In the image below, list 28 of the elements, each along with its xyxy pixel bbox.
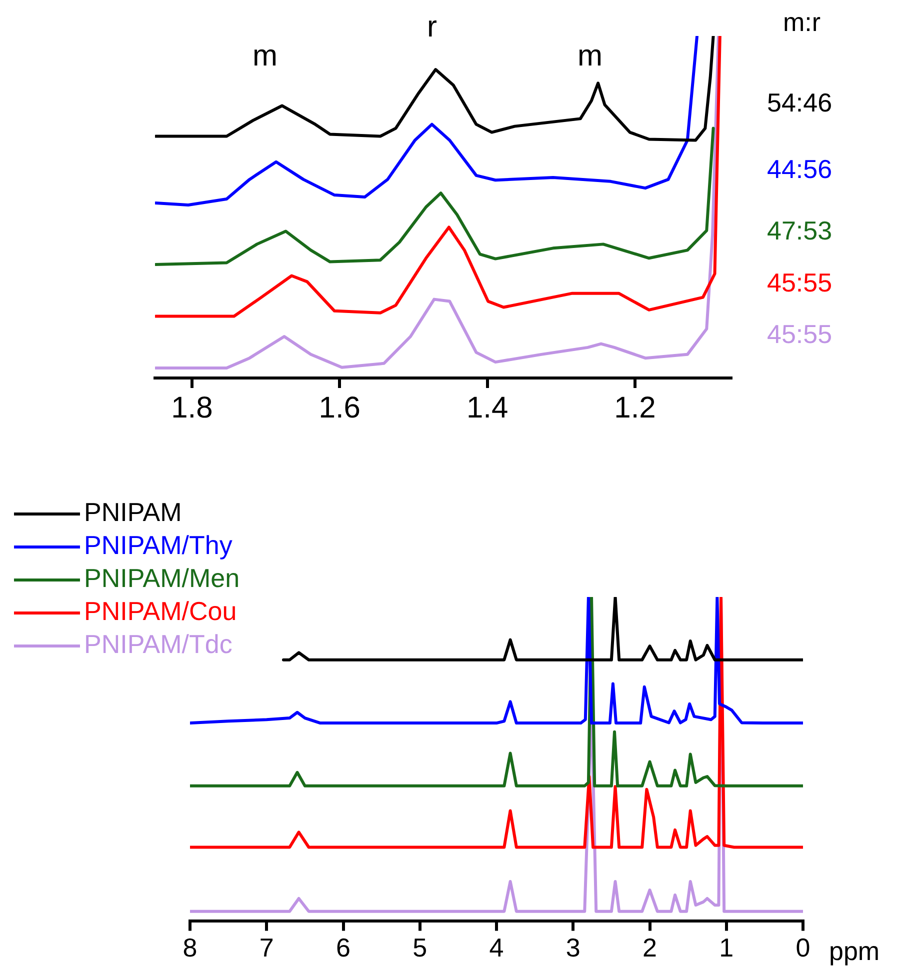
x-tick-label: 1.4 (466, 391, 508, 424)
x-tick-label: 5 (412, 932, 428, 963)
text: 47:53 (767, 216, 832, 246)
x-tick-label: 8 (182, 932, 198, 963)
legend-label: PNIPAM/Men (84, 563, 240, 594)
legend-label: PNIPAM (84, 497, 182, 528)
x-tick-label: 1.2 (614, 391, 656, 424)
legend-label: PNIPAM/Cou (84, 596, 237, 626)
x-tick-label: 4 (489, 932, 504, 963)
legend-label: PNIPAM/Tdc (84, 629, 232, 660)
legend-label: PNIPAM/Thy (84, 530, 232, 560)
x-axis-title: ppm (829, 936, 880, 966)
text: 44:56 (767, 154, 832, 184)
x-tick-label: 1.8 (171, 391, 213, 424)
annotation: m (252, 39, 278, 72)
legend-title: m:r (783, 7, 821, 38)
x-tick-label: 0 (796, 932, 810, 963)
annotation: r (427, 10, 437, 44)
text: 45:55 (767, 267, 832, 298)
text: 45:55 (767, 319, 832, 350)
x-tick-label: 6 (336, 932, 350, 963)
x-tick-label: 1.6 (318, 391, 360, 424)
x-tick-label: 1 (719, 932, 734, 963)
x-tick-label: 7 (259, 932, 274, 963)
annotation: m (578, 39, 602, 72)
x-tick-label: 3 (566, 932, 580, 963)
text: 54:46 (767, 87, 832, 118)
x-tick-label: 2 (642, 932, 657, 963)
